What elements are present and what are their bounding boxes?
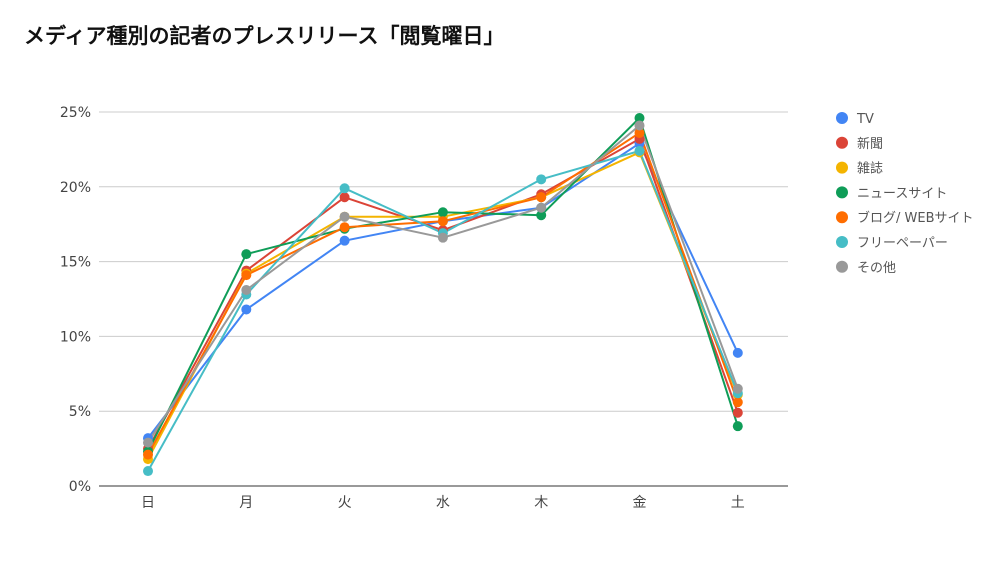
data-point-4-4 [536,192,547,203]
y-tick-label: 10% [60,329,91,345]
y-tick-label: 5% [69,404,91,420]
x-tick-label: 日 [141,495,155,511]
x-tick-label: 火 [338,495,352,511]
data-point-6-3 [437,232,448,243]
chart-title: メディア種別の記者のプレスリリース「閲覧曜日」 [24,24,505,48]
series-lines [147,117,739,472]
legend-label: フリーペーパー [857,236,948,251]
x-tick-label: 土 [731,495,745,511]
data-point-0-1 [241,304,252,315]
series-points [143,112,743,477]
data-point-4-6 [732,397,743,408]
data-point-4-2 [339,222,350,233]
legend-label: ブログ/ WEBサイト [857,210,974,226]
data-point-1-2 [339,192,350,203]
y-tick-label: 20% [60,180,91,196]
data-point-4-0 [143,449,153,460]
legend-marker [836,260,848,273]
y-tick-label: 15% [60,255,91,271]
y-tick-label: 0% [69,479,91,495]
legend-marker [836,112,848,124]
legend-marker [836,161,848,174]
data-point-6-1 [241,285,252,296]
legend-marker [836,186,848,199]
data-point-3-3 [437,207,448,218]
legend-label: その他 [857,261,896,276]
legend-label: 新聞 [857,136,883,152]
x-tick-label: 木 [534,495,548,511]
data-point-0-6 [732,347,743,358]
x-tick-label: 金 [633,495,647,511]
data-point-5-0 [143,466,153,477]
data-point-6-0 [143,437,153,448]
data-point-0-2 [339,235,350,246]
data-point-6-5 [634,120,645,131]
data-point-1-6 [732,407,743,418]
x-tick-label: 水 [436,495,450,511]
legend-marker [836,211,848,224]
data-point-6-2 [339,211,350,222]
y-axis-ticks: 0% 5% 10% 15% 20% 25% [60,105,91,495]
data-point-4-5 [634,127,645,138]
legend-marker [836,236,848,248]
y-tick-label: 25% [60,105,91,121]
data-point-6-6 [732,383,743,394]
series-line-4 [147,131,739,456]
data-point-6-4 [536,202,547,213]
data-point-5-5 [634,145,645,156]
data-point-3-4 [536,210,547,221]
legend-label: 雑誌 [857,161,883,177]
data-point-3-5 [634,112,645,123]
grid-lines [99,111,788,487]
data-point-4-3 [437,216,448,227]
legend-label: TV [856,112,874,127]
data-point-5-4 [536,174,547,185]
data-point-3-1 [241,249,252,260]
series-line-5 [147,149,739,472]
x-tick-label: 月 [239,495,253,511]
legend-marker [836,136,848,149]
data-point-4-1 [241,270,252,281]
legend-label: ニュースサイト [857,186,947,201]
data-point-5-2 [339,183,350,194]
x-axis-ticks: 日月火水木金土 [141,495,745,511]
data-point-3-6 [732,421,743,432]
